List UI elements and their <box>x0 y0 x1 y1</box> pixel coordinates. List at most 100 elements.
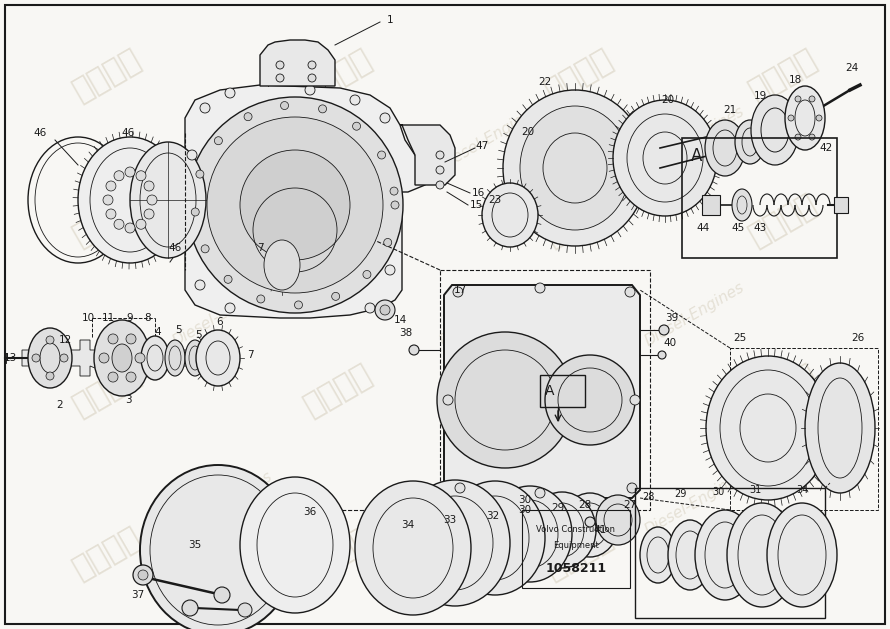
Bar <box>540 375 585 407</box>
Circle shape <box>630 395 640 405</box>
Text: 46: 46 <box>34 128 46 138</box>
Circle shape <box>214 587 230 603</box>
Polygon shape <box>444 285 640 498</box>
Ellipse shape <box>695 510 755 600</box>
Circle shape <box>125 223 135 233</box>
Circle shape <box>380 305 390 315</box>
Circle shape <box>332 292 340 301</box>
Text: Diesel-Engines: Diesel-Engines <box>437 469 542 538</box>
Circle shape <box>390 187 398 195</box>
Circle shape <box>200 103 210 113</box>
Text: 紫发动力: 紫发动力 <box>539 359 618 421</box>
Text: Diesel-Engines: Diesel-Engines <box>437 104 542 173</box>
Text: 7: 7 <box>247 350 254 360</box>
Text: 7: 7 <box>256 243 263 253</box>
Circle shape <box>545 355 635 445</box>
Text: 4: 4 <box>155 327 161 337</box>
Text: 紫发动力: 紫发动力 <box>68 189 146 251</box>
Circle shape <box>147 195 157 205</box>
Circle shape <box>133 565 153 585</box>
Ellipse shape <box>196 330 240 386</box>
Ellipse shape <box>185 340 205 376</box>
Text: 30: 30 <box>712 487 724 497</box>
Circle shape <box>276 61 284 69</box>
Ellipse shape <box>596 495 640 545</box>
Ellipse shape <box>751 95 799 165</box>
Ellipse shape <box>28 328 72 388</box>
Circle shape <box>436 166 444 174</box>
Circle shape <box>126 334 136 344</box>
Text: Diesel-Engines: Diesel-Engines <box>170 280 275 349</box>
Polygon shape <box>260 40 335 86</box>
Ellipse shape <box>130 142 206 258</box>
Circle shape <box>46 372 54 380</box>
Text: 紫发动力: 紫发动力 <box>68 359 146 421</box>
Text: 46: 46 <box>121 128 134 138</box>
Circle shape <box>625 287 635 297</box>
Circle shape <box>365 303 375 313</box>
Text: 16: 16 <box>472 188 485 198</box>
Circle shape <box>244 113 252 121</box>
Circle shape <box>60 354 68 362</box>
Circle shape <box>207 117 383 293</box>
Text: 28: 28 <box>642 492 654 502</box>
Text: 13: 13 <box>4 353 17 363</box>
Text: A: A <box>692 147 703 165</box>
Text: 紫发动力: 紫发动力 <box>68 523 146 584</box>
Ellipse shape <box>94 320 150 396</box>
Ellipse shape <box>613 100 717 216</box>
Circle shape <box>136 220 146 229</box>
Text: 45: 45 <box>732 223 745 233</box>
Text: 10: 10 <box>82 313 94 323</box>
Circle shape <box>385 265 395 275</box>
Text: 40: 40 <box>663 338 676 348</box>
Circle shape <box>443 395 453 405</box>
Circle shape <box>809 134 815 140</box>
Circle shape <box>225 303 235 313</box>
Circle shape <box>795 96 801 102</box>
Text: 12: 12 <box>59 335 71 345</box>
Circle shape <box>384 238 392 247</box>
Text: 紫发动力: 紫发动力 <box>744 45 822 106</box>
Polygon shape <box>185 85 425 318</box>
Circle shape <box>436 151 444 159</box>
Circle shape <box>809 96 815 102</box>
Circle shape <box>138 570 148 580</box>
Text: 23: 23 <box>489 195 502 205</box>
Circle shape <box>305 85 315 95</box>
Ellipse shape <box>767 503 837 607</box>
Circle shape <box>136 170 146 181</box>
Circle shape <box>788 115 794 121</box>
Text: 1058211: 1058211 <box>546 562 607 574</box>
Circle shape <box>144 209 154 219</box>
Circle shape <box>225 88 235 98</box>
Text: 5: 5 <box>174 325 182 335</box>
Ellipse shape <box>735 120 765 164</box>
Text: A: A <box>546 384 554 398</box>
Circle shape <box>191 208 199 216</box>
Text: 紫发动力: 紫发动力 <box>299 523 377 584</box>
Text: 6: 6 <box>216 317 223 327</box>
Text: 43: 43 <box>753 223 766 233</box>
Ellipse shape <box>705 120 745 176</box>
Ellipse shape <box>165 340 185 376</box>
Ellipse shape <box>141 336 169 380</box>
Text: 28: 28 <box>578 500 592 510</box>
Bar <box>682 138 837 258</box>
Circle shape <box>437 332 573 468</box>
Circle shape <box>453 287 463 297</box>
Text: 紫发动力: 紫发动力 <box>299 45 377 106</box>
Circle shape <box>363 270 371 279</box>
Text: 30: 30 <box>519 505 531 515</box>
Ellipse shape <box>482 183 538 247</box>
Ellipse shape <box>400 480 510 606</box>
Circle shape <box>409 345 419 355</box>
Text: 紫发动力: 紫发动力 <box>539 523 618 584</box>
Ellipse shape <box>528 492 596 568</box>
Bar <box>702 195 720 215</box>
Text: 22: 22 <box>538 77 552 87</box>
Text: 34: 34 <box>796 485 808 495</box>
Ellipse shape <box>706 356 830 500</box>
Bar <box>522 510 630 588</box>
Text: 20: 20 <box>522 127 535 137</box>
